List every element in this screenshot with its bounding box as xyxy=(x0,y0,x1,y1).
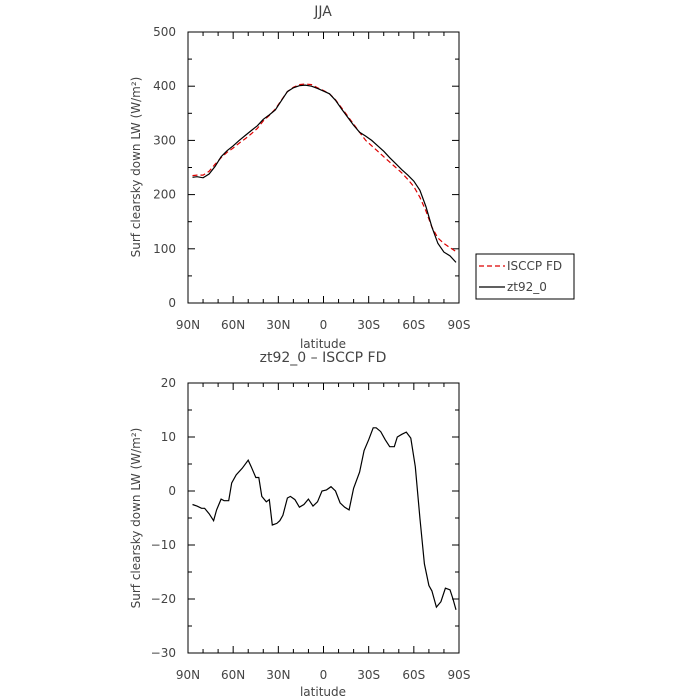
bottom-x-tick-label: 30S xyxy=(357,668,380,682)
bottom-y-tick-labels: −30 −20 −10 0 10 20 xyxy=(151,376,176,660)
bottom-y-tick-label: 10 xyxy=(161,430,176,444)
bottom-y-tick-label: −10 xyxy=(151,538,176,552)
top-y-axis-label: Surf clearsky down LW (W/m²) xyxy=(129,77,143,258)
bottom-plot-frame xyxy=(187,382,460,654)
bottom-y-axis-label: Surf clearsky down LW (W/m²) xyxy=(129,428,143,609)
top-y-tick-label: 500 xyxy=(153,25,176,39)
top-y-tick-labels: 0 100 200 300 400 500 xyxy=(153,25,176,310)
legend-label-zt92: zt92_0 xyxy=(507,280,547,294)
top-chart-panel: JJA 90N 60N 30N 0 30S 60S 90S 0 100 200 300 400 500… xyxy=(129,4,470,351)
bottom-axis-ticks xyxy=(187,382,460,654)
top-x-axis-label: latitude xyxy=(300,337,346,351)
bottom-y-tick-label: −20 xyxy=(151,592,176,606)
bottom-y-tick-label: 20 xyxy=(161,376,176,390)
bottom-series-group xyxy=(192,427,457,610)
top-x-tick-labels: 90N 60N 30N 0 30S 60S 90S xyxy=(176,318,471,332)
top-x-tick-label: 30S xyxy=(357,318,380,332)
bottom-y-tick-label: −30 xyxy=(151,646,176,660)
top-plot-frame xyxy=(187,31,460,304)
legend-box xyxy=(475,253,575,300)
top-y-tick-label: 300 xyxy=(153,133,176,147)
top-series-line-zt92-0 xyxy=(192,84,457,263)
legend-label-isccp: ISCCP FD xyxy=(507,259,562,273)
top-x-tick-label: 0 xyxy=(320,318,328,332)
bottom-x-tick-label: 60S xyxy=(402,668,425,682)
top-y-tick-label: 200 xyxy=(153,188,176,202)
top-x-tick-label: 90S xyxy=(448,318,471,332)
bottom-chart-title: zt92_0 – ISCCP FD xyxy=(260,350,387,366)
top-x-tick-label: 60S xyxy=(402,318,425,332)
top-x-tick-label: 90N xyxy=(176,318,200,332)
top-x-tick-label: 30N xyxy=(266,318,290,332)
top-y-tick-label: 0 xyxy=(168,296,176,310)
top-chart-title: JJA xyxy=(313,4,332,20)
bottom-y-tick-label: 0 xyxy=(168,484,176,498)
bottom-x-tick-labels: 90N 60N 30N 0 30S 60S 90S xyxy=(176,668,471,682)
top-x-tick-label: 60N xyxy=(221,318,245,332)
bottom-series-line-difference xyxy=(192,427,457,610)
top-series-group xyxy=(192,83,457,263)
top-y-tick-label: 100 xyxy=(153,242,176,256)
top-series-line-isccp-fd xyxy=(192,83,457,253)
bottom-x-tick-label: 30N xyxy=(266,668,290,682)
bottom-x-tick-label: 0 xyxy=(320,668,328,682)
top-axis-ticks xyxy=(187,31,460,304)
bottom-x-axis-label: latitude xyxy=(300,685,346,699)
bottom-x-tick-label: 60N xyxy=(221,668,245,682)
top-chart-legend: ISCCP FD zt92_0 xyxy=(475,253,575,300)
bottom-chart-panel: zt92_0 – ISCCP FD 90N 60N 30N 0 30S 60S 90S −3… xyxy=(129,350,470,699)
bottom-x-tick-label: 90S xyxy=(448,668,471,682)
bottom-x-tick-label: 90N xyxy=(176,668,200,682)
top-y-tick-label: 400 xyxy=(153,79,176,93)
